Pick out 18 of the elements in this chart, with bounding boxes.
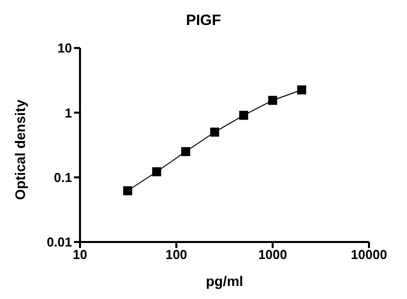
point [239,110,248,120]
y-axis-title: Optical density [12,99,28,200]
point [123,186,132,196]
y-tick-label: 10 [58,40,72,56]
point [210,128,220,137]
point [181,147,190,156]
y-tick-label: 0.1 [54,170,72,185]
point [297,85,306,94]
y-tick-label: 1 [64,105,72,120]
chart-title: PIGF [184,11,222,31]
x-tick-label: 10 [72,247,88,262]
point [268,96,278,105]
y-tick-label: 0.01 [46,234,72,250]
point [152,167,162,176]
x-tick-label: 100 [165,247,188,262]
x-axis-title: pg/ml [206,273,244,289]
x-tick-label: 1000 [258,247,288,262]
x-tick-label: 10000 [350,247,388,262]
